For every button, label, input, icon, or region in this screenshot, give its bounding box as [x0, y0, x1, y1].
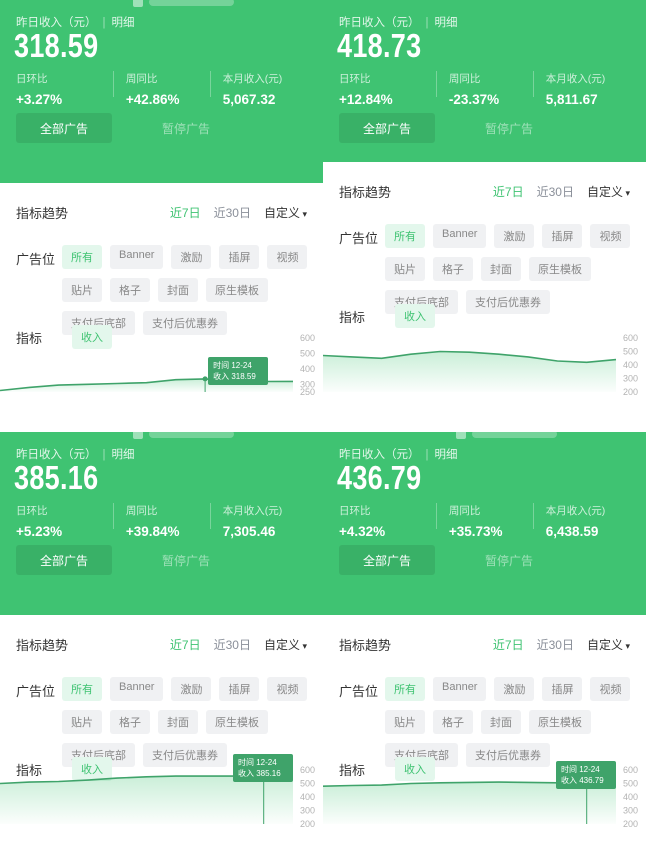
svg-text:400: 400 [623, 792, 638, 802]
svg-text:500: 500 [300, 348, 315, 358]
svg-text:400: 400 [300, 364, 315, 374]
svg-text:600: 600 [300, 333, 315, 343]
svg-text:400: 400 [300, 792, 315, 802]
svg-text:200: 200 [300, 819, 315, 829]
svg-text:300: 300 [300, 806, 315, 816]
svg-text:400: 400 [623, 360, 638, 370]
svg-text:250: 250 [300, 387, 315, 397]
svg-text:500: 500 [623, 347, 638, 357]
svg-text:600: 600 [623, 765, 638, 775]
svg-text:300: 300 [623, 374, 638, 384]
svg-text:500: 500 [300, 779, 315, 789]
svg-text:500: 500 [623, 779, 638, 789]
svg-text:200: 200 [623, 387, 638, 397]
svg-text:300: 300 [623, 806, 638, 816]
svg-text:600: 600 [623, 333, 638, 343]
svg-text:200: 200 [623, 819, 638, 829]
svg-text:600: 600 [300, 765, 315, 775]
